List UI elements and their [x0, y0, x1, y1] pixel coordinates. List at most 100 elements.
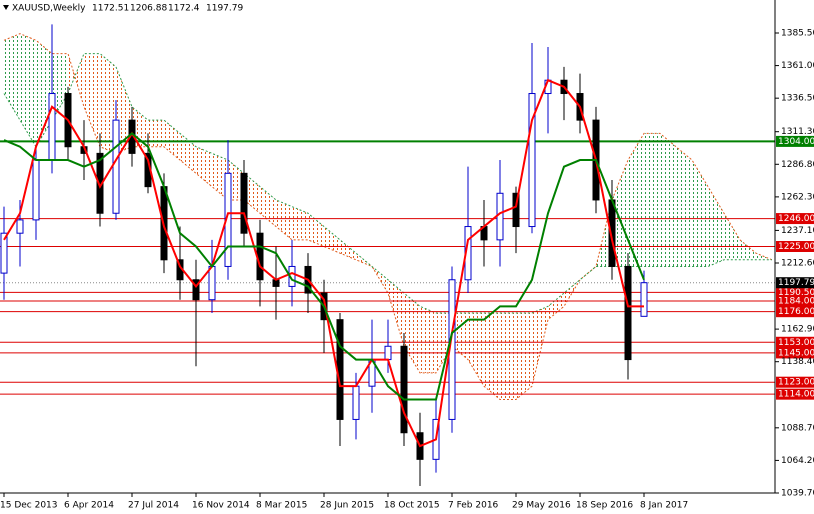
- y-tick-label: 1385.50: [781, 28, 814, 38]
- cloud-segment: [500, 313, 516, 400]
- level-label: 1114.00: [778, 390, 814, 400]
- y-tick-label: 1286.80: [781, 160, 814, 170]
- x-tick-label: 8 Mar 2015: [256, 501, 307, 511]
- x-tick-label: 6 Apr 2014: [64, 501, 114, 511]
- cloud-segment: [692, 160, 708, 267]
- cloud-segment: [468, 313, 484, 387]
- x-tick-label: 18 Oct 2015: [384, 501, 440, 511]
- y-tick-label: 1138.40: [781, 357, 814, 367]
- y-tick-label: 1064.20: [781, 456, 814, 466]
- cloud-segment: [228, 160, 244, 200]
- level-box: [776, 286, 814, 298]
- candle-body: [512, 192, 520, 228]
- cloud-segment: [644, 133, 660, 267]
- cloud-segment: [628, 133, 644, 267]
- cloud-segment: [36, 40, 52, 147]
- level-label: 1225.00: [778, 242, 814, 252]
- level-box: [776, 306, 814, 318]
- cloud-segment: [660, 133, 676, 267]
- level-box: [776, 347, 814, 359]
- cloud-segment: [84, 53, 100, 147]
- candle-body: [208, 265, 216, 301]
- x-tick-label: 27 Jul 2014: [128, 501, 179, 511]
- level-box: [776, 213, 814, 225]
- cloud-segment: [436, 313, 452, 373]
- y-tick-label: 1039.70: [781, 489, 814, 499]
- y-tick-label: 1237.10: [781, 226, 814, 236]
- x-tick-label: 15 Dec 2013: [0, 501, 58, 511]
- indicator-line: [3, 132, 645, 401]
- cloud-segment: [212, 153, 228, 200]
- cloud-segment: [516, 313, 532, 400]
- header: XAUUSD,Weekly 1172.51 1206.88 1172.4 119…: [3, 4, 243, 14]
- level-box: [776, 295, 814, 307]
- candle-body: [624, 265, 632, 361]
- cloud-segment: [292, 206, 308, 240]
- y-tick-label: 1336.50: [781, 94, 814, 104]
- y-tick-label: 1262.30: [781, 192, 814, 202]
- candle-body: [112, 119, 120, 214]
- x-tick-label: 7 Feb 2016: [448, 501, 499, 511]
- candle-body: [528, 93, 536, 228]
- level-label: 1190.50: [778, 288, 814, 298]
- header-high: 1206.88: [130, 4, 167, 14]
- cloud-segment: [388, 279, 404, 347]
- cloud-segment: [612, 160, 628, 267]
- y-tick-label: 1311.30: [781, 127, 814, 137]
- level-box: [776, 135, 814, 147]
- level-label: 1304.00: [778, 137, 814, 147]
- y-tick-label: 1088.70: [781, 423, 814, 433]
- cloud-segment: [116, 66, 132, 154]
- cloud-segment: [564, 279, 580, 307]
- candle-body: [240, 172, 248, 234]
- cloud-span: [3, 53, 772, 314]
- cloud-segment: [676, 146, 692, 267]
- cloud-segment: [532, 306, 548, 387]
- x-tick-label: 28 Jun 2015: [320, 501, 374, 511]
- level-box: [776, 388, 814, 400]
- price-box: [776, 277, 814, 289]
- cloud-segment: [548, 293, 564, 320]
- candle-body: [192, 279, 200, 301]
- level-label: 1184.00: [778, 297, 814, 307]
- indicator-line: [3, 78, 644, 448]
- level-box: [776, 336, 814, 348]
- candle-body: [352, 385, 360, 420]
- candle-body: [640, 282, 648, 317]
- level-label: 1176.00: [778, 307, 814, 317]
- level-label: 1145.00: [778, 348, 814, 358]
- candle-body: [48, 93, 56, 161]
- cloud-segment: [148, 120, 164, 147]
- y-tick-label: 1212.60: [781, 258, 814, 268]
- y-tick-label: 1162.90: [781, 325, 814, 335]
- level-label: 1246.00: [778, 214, 814, 224]
- header-open: 1172.51: [92, 4, 129, 14]
- cloud-segment: [420, 306, 436, 373]
- x-tick-label: 18 Sep 2016: [576, 501, 633, 511]
- header-low: 1172.4: [168, 4, 200, 14]
- cloud-segment: [308, 213, 324, 247]
- candle-body: [384, 345, 392, 361]
- header-close: 1197.79: [206, 4, 243, 14]
- header-arrow: [3, 5, 9, 10]
- cloud-segment: [372, 266, 388, 294]
- cloud-segment: [100, 53, 116, 154]
- y-tick-label: 1361.00: [781, 61, 814, 71]
- cloud-segment: [484, 313, 500, 400]
- level-label: 1153.00: [778, 338, 814, 348]
- x-tick-label: 8 Jan 2017: [640, 501, 688, 511]
- candle-body: [32, 159, 40, 221]
- candle-body: [496, 192, 504, 241]
- cloud-segment: [724, 213, 740, 260]
- cloud-segment: [452, 313, 468, 360]
- cloud-segment: [740, 239, 756, 260]
- price-label: 1197.79: [778, 278, 814, 288]
- level-box: [776, 241, 814, 252]
- cloud-segment: [20, 33, 36, 147]
- candle-body: [400, 345, 408, 434]
- cloud-segment: [196, 146, 212, 187]
- level-box: [776, 376, 814, 388]
- level-label: 1123.00: [778, 378, 814, 388]
